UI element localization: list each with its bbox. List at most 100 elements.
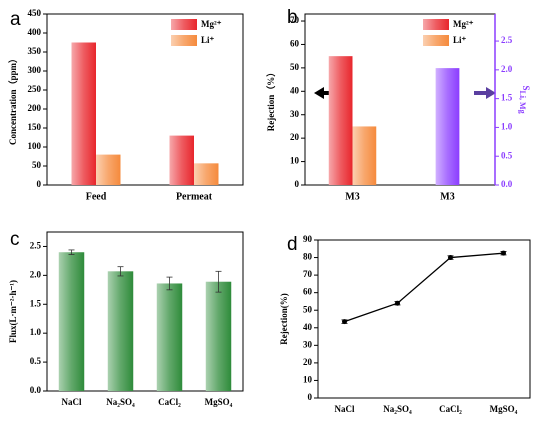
bar	[205, 281, 232, 391]
legend-label: Mg²⁺	[201, 19, 222, 29]
y2-tick-label: 2.0	[501, 64, 513, 74]
y-tick-label: 0.0	[30, 385, 42, 395]
x-tick-label: Feed	[86, 191, 107, 202]
bar	[156, 283, 183, 391]
y2-tick-label: 0.0	[501, 179, 513, 189]
legend-swatch	[423, 35, 449, 46]
y-tick-label: 0	[308, 392, 313, 402]
line	[344, 252, 504, 323]
panel: c 0.0 0.5 1.0 1.5 2.0 2.5 Flux(L·m⁻²·h⁻¹) NaCl Na…	[8, 229, 244, 407]
marker	[395, 300, 400, 306]
legend-swatch	[423, 19, 449, 30]
y2-tick-label: 0.5	[501, 150, 513, 160]
x-tick-label: CaCl₂	[158, 397, 181, 407]
y-tick-label: 50	[32, 160, 42, 170]
y2-label-main: S	[521, 85, 531, 90]
y-tick-label: 1.0	[30, 327, 42, 337]
y-tick-label: 50	[303, 304, 313, 314]
y-tick-label: 200	[28, 103, 42, 113]
y-tick-label: 2.5	[30, 241, 42, 251]
bar	[194, 163, 219, 185]
y-tick-label: 400	[28, 27, 42, 37]
y-tick-label: 0	[37, 179, 42, 189]
y-tick-label: 20	[290, 132, 300, 142]
x-tick-label: NaCl	[335, 404, 355, 414]
plot-frame	[46, 13, 244, 186]
x-tick-label: M3	[345, 191, 359, 202]
legend-swatch	[171, 19, 197, 30]
legend-label: Li⁺	[201, 35, 215, 45]
bar	[169, 135, 194, 185]
legend-swatch	[171, 35, 197, 46]
panel-label: d	[287, 234, 298, 255]
marker	[501, 250, 506, 256]
y-tick-label: 100	[28, 141, 42, 151]
y-axis-label: Rejection(%)	[279, 293, 289, 344]
arrow-right	[474, 87, 496, 99]
x-tick-label: M3	[440, 191, 454, 202]
y-tick-label: 450	[28, 8, 42, 18]
error-bar	[215, 270, 222, 293]
plot-frame	[317, 239, 531, 399]
legend-item: Mg²⁺	[171, 19, 222, 30]
y-tick-label: 40	[303, 322, 313, 332]
y-tick-label: 2.0	[30, 269, 42, 279]
marker	[342, 319, 347, 325]
y-axis-label: Rejection（%）	[266, 68, 276, 131]
y-axis-label: Flux(L·m⁻²·h⁻¹)	[8, 280, 18, 343]
y-tick-label: 350	[28, 46, 42, 56]
y-tick-label: 60	[303, 287, 313, 297]
y-tick-label: 70	[290, 15, 300, 25]
y-tick-label: 250	[28, 84, 42, 94]
x-tick-label: MgSO₄	[205, 397, 233, 407]
x-tick-label: CaCl₂	[439, 404, 462, 414]
bar	[58, 252, 85, 391]
y-tick-label: 40	[290, 85, 300, 95]
y-tick-label: 50	[290, 62, 300, 72]
bar	[96, 154, 121, 185]
bar	[328, 56, 353, 185]
panel: b 0 10 20 30 40 50 60 70 0.0 0.5 1.0 1.5 2.0 2.5 Reject…	[266, 7, 531, 202]
y-tick-label: 300	[28, 65, 42, 75]
y-tick-label: 0	[295, 179, 300, 189]
y-tick-label: 80	[303, 252, 313, 262]
panel-label: c	[10, 229, 20, 250]
legend-label: Li⁺	[453, 35, 467, 45]
panel: d 0 10 20 30 40 50 60 70 80 90 Rejection(%) NaCl Na₂S…	[279, 234, 531, 414]
plot-frame	[46, 231, 244, 392]
y2-axis-label: SLi, Mg	[518, 85, 531, 113]
y-tick-label: 30	[290, 109, 300, 119]
y-tick-label: 150	[28, 122, 42, 132]
error-bar	[117, 266, 124, 277]
y-tick-label: 60	[290, 39, 300, 49]
y2-label-sub: Li, Mg	[518, 90, 527, 113]
panel-label: b	[287, 7, 298, 28]
y-tick-label: 10	[290, 156, 300, 166]
error-bar	[68, 249, 75, 255]
y2-tick-label: 1.0	[501, 121, 513, 131]
x-tick-label: Na₂SO₄	[106, 397, 135, 407]
panel: a 0 50 100 150 200 250 300 350 400 450 Concentratio…	[8, 8, 244, 202]
y-tick-label: 20	[303, 357, 313, 367]
legend-item: Li⁺	[423, 35, 467, 46]
bar	[352, 126, 377, 185]
y-axis-label: Concentration（ppm）	[8, 54, 18, 145]
y-tick-label: 1.5	[30, 298, 42, 308]
y2-tick-label: 2.5	[501, 35, 513, 45]
y-tick-label: 90	[303, 234, 313, 244]
panel-label: a	[10, 9, 21, 30]
bar	[107, 271, 134, 391]
y-tick-label: 30	[303, 339, 313, 349]
y-tick-label: 10	[303, 375, 313, 385]
bar	[435, 68, 460, 185]
marker	[448, 255, 453, 261]
bar	[71, 42, 96, 185]
legend-item: Mg²⁺	[423, 19, 474, 30]
legend-item: Li⁺	[171, 35, 215, 46]
x-tick-label: MgSO₄	[490, 404, 518, 414]
y-tick-label: 0.5	[30, 356, 42, 366]
error-bar	[166, 276, 173, 291]
y-tick-label: 70	[303, 269, 313, 279]
y2-tick-label: 1.5	[501, 93, 513, 103]
